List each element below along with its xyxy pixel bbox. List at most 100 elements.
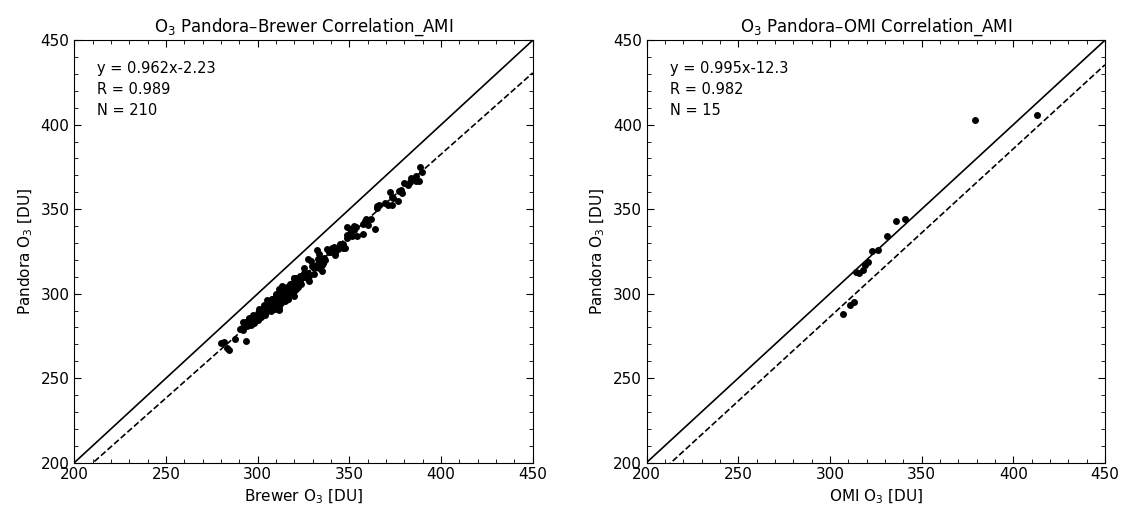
Point	[329, 245, 348, 253]
Point	[270, 298, 289, 306]
Point	[314, 267, 332, 276]
Point	[308, 261, 326, 269]
Point	[391, 187, 409, 196]
Point	[282, 283, 300, 291]
Point	[262, 299, 281, 308]
Point	[278, 282, 296, 291]
Point	[282, 279, 300, 288]
Point	[276, 291, 294, 299]
Point	[299, 255, 317, 263]
Point	[266, 299, 284, 307]
Point	[854, 266, 872, 274]
Point	[270, 292, 289, 301]
Point	[408, 172, 426, 180]
Point	[287, 277, 306, 285]
Point	[339, 223, 357, 231]
Point	[286, 285, 304, 293]
Point	[279, 288, 298, 296]
Point	[295, 271, 314, 279]
Point	[261, 297, 279, 305]
Point	[267, 290, 285, 299]
Point	[855, 261, 874, 269]
Point	[272, 297, 290, 305]
Point	[272, 293, 290, 301]
Point	[282, 283, 300, 291]
Point	[249, 316, 267, 324]
Point	[369, 201, 387, 210]
Point	[315, 255, 333, 264]
Point	[273, 282, 291, 291]
Point	[326, 251, 344, 259]
Point	[266, 295, 284, 304]
Point	[834, 310, 852, 318]
Point	[279, 288, 298, 297]
Point	[253, 311, 272, 319]
Point	[323, 244, 341, 252]
Point	[272, 299, 290, 307]
Point	[359, 221, 377, 229]
Point	[291, 271, 309, 280]
Point	[309, 262, 327, 270]
Point	[378, 201, 396, 210]
Point	[863, 247, 882, 256]
Point	[337, 234, 356, 242]
Point	[319, 248, 337, 256]
Point	[211, 338, 229, 347]
Point	[218, 344, 236, 352]
Point	[332, 240, 350, 248]
Point	[292, 279, 310, 288]
Point	[244, 311, 262, 319]
Point	[320, 248, 339, 256]
Point	[859, 257, 877, 266]
Point	[302, 262, 320, 270]
Point	[274, 292, 292, 301]
Point	[289, 278, 307, 286]
Point	[236, 319, 254, 327]
Point	[277, 296, 295, 304]
Point	[339, 231, 357, 240]
X-axis label: OMI O$_3$ [DU]: OMI O$_3$ [DU]	[828, 488, 922, 506]
Point	[237, 337, 256, 345]
Point	[259, 301, 277, 310]
Point	[269, 285, 287, 293]
Point	[268, 292, 286, 301]
Point	[287, 278, 306, 286]
Point	[275, 287, 293, 295]
Point	[309, 255, 327, 263]
Point	[265, 295, 283, 303]
Point	[878, 232, 896, 241]
Point	[251, 306, 269, 314]
Point	[285, 274, 303, 282]
Point	[345, 222, 364, 230]
Point	[366, 224, 384, 233]
Point	[291, 278, 309, 287]
Point	[299, 269, 317, 278]
Point	[334, 244, 352, 253]
Point	[274, 283, 292, 292]
Point	[269, 294, 287, 302]
Point	[281, 285, 299, 293]
Title: O$_3$ Pandora–OMI Correlation_AMI: O$_3$ Pandora–OMI Correlation_AMI	[740, 17, 1012, 38]
Point	[294, 271, 312, 279]
Point	[354, 230, 373, 238]
Point	[275, 288, 293, 297]
Point	[282, 281, 300, 290]
Point	[266, 305, 284, 313]
Point	[269, 302, 287, 310]
Point	[284, 279, 302, 288]
Point	[244, 319, 262, 327]
Point	[314, 258, 332, 267]
Point	[270, 290, 289, 299]
Point	[389, 197, 407, 205]
Point	[335, 244, 353, 252]
Point	[237, 319, 256, 327]
Point	[869, 245, 887, 254]
Point	[261, 304, 279, 312]
Point	[334, 240, 352, 248]
Point	[314, 261, 332, 269]
Point	[392, 186, 410, 194]
Point	[318, 244, 336, 253]
Point	[268, 301, 286, 310]
Point	[243, 314, 261, 323]
Point	[401, 178, 419, 187]
